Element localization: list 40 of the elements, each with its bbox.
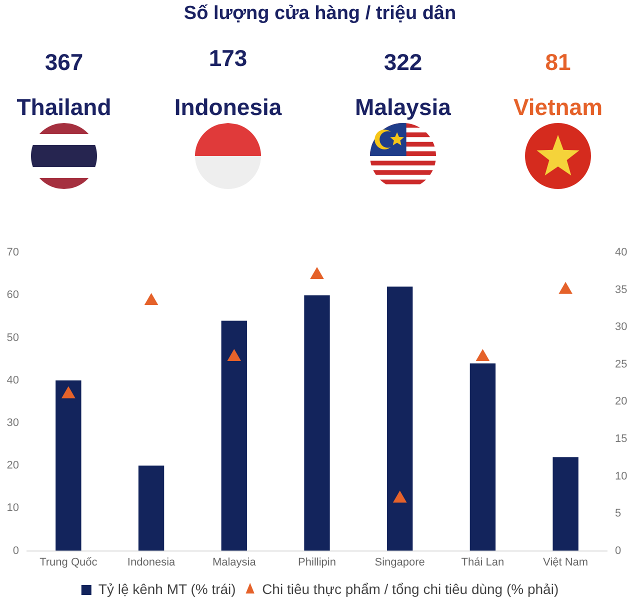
y2-tick-label: 5	[615, 508, 622, 520]
point	[62, 386, 76, 398]
y2-tick-label: 15	[615, 433, 628, 446]
bar	[470, 363, 496, 551]
y2-tick-label: 10	[615, 470, 628, 482]
y2-tick-label: 35	[615, 284, 628, 296]
x-tick-label: Trung Quốc	[40, 556, 98, 568]
bar	[221, 320, 247, 551]
point	[392, 490, 407, 503]
point	[558, 282, 572, 294]
y-tick-label: 60	[6, 289, 19, 302]
point	[310, 266, 324, 279]
y-tick-label: 70	[6, 246, 19, 259]
y2-tick-label: 20	[615, 396, 628, 408]
y-tick-label: 20	[6, 460, 19, 472]
y-tick-label: 40	[6, 374, 19, 386]
y2-tick-label: 25	[615, 358, 628, 370]
y2-tick-label: 30	[615, 321, 628, 334]
y-tick-label: 30	[6, 417, 19, 430]
y2-tick-label: 40	[615, 246, 628, 259]
x-tick-label: Singapore	[374, 556, 425, 568]
bar	[138, 466, 164, 551]
legend-label: Chi tiêu thực phẩm / tổng chi tiêu dùng (% phải)	[262, 580, 559, 597]
point	[227, 348, 242, 361]
point	[144, 293, 158, 306]
x-tick-label: Phillipin	[298, 556, 336, 568]
bar	[56, 380, 82, 551]
y-tick-label: 0	[12, 544, 19, 557]
bar	[552, 457, 578, 551]
y-tick-label: 50	[6, 332, 19, 344]
x-tick-label: Malaysia	[212, 556, 257, 568]
point	[476, 348, 490, 361]
x-tick-label: Indonesia	[127, 556, 176, 568]
bar	[387, 286, 413, 551]
y-tick-label: 10	[6, 502, 19, 514]
bar	[304, 295, 330, 551]
legend-label: Tỷ lệ kênh MT (% trái)	[98, 580, 236, 597]
x-tick-label: Thái Lan	[461, 556, 504, 568]
x-tick-label: Việt Nam	[543, 556, 588, 568]
y2-tick-label: 0	[615, 544, 622, 557]
